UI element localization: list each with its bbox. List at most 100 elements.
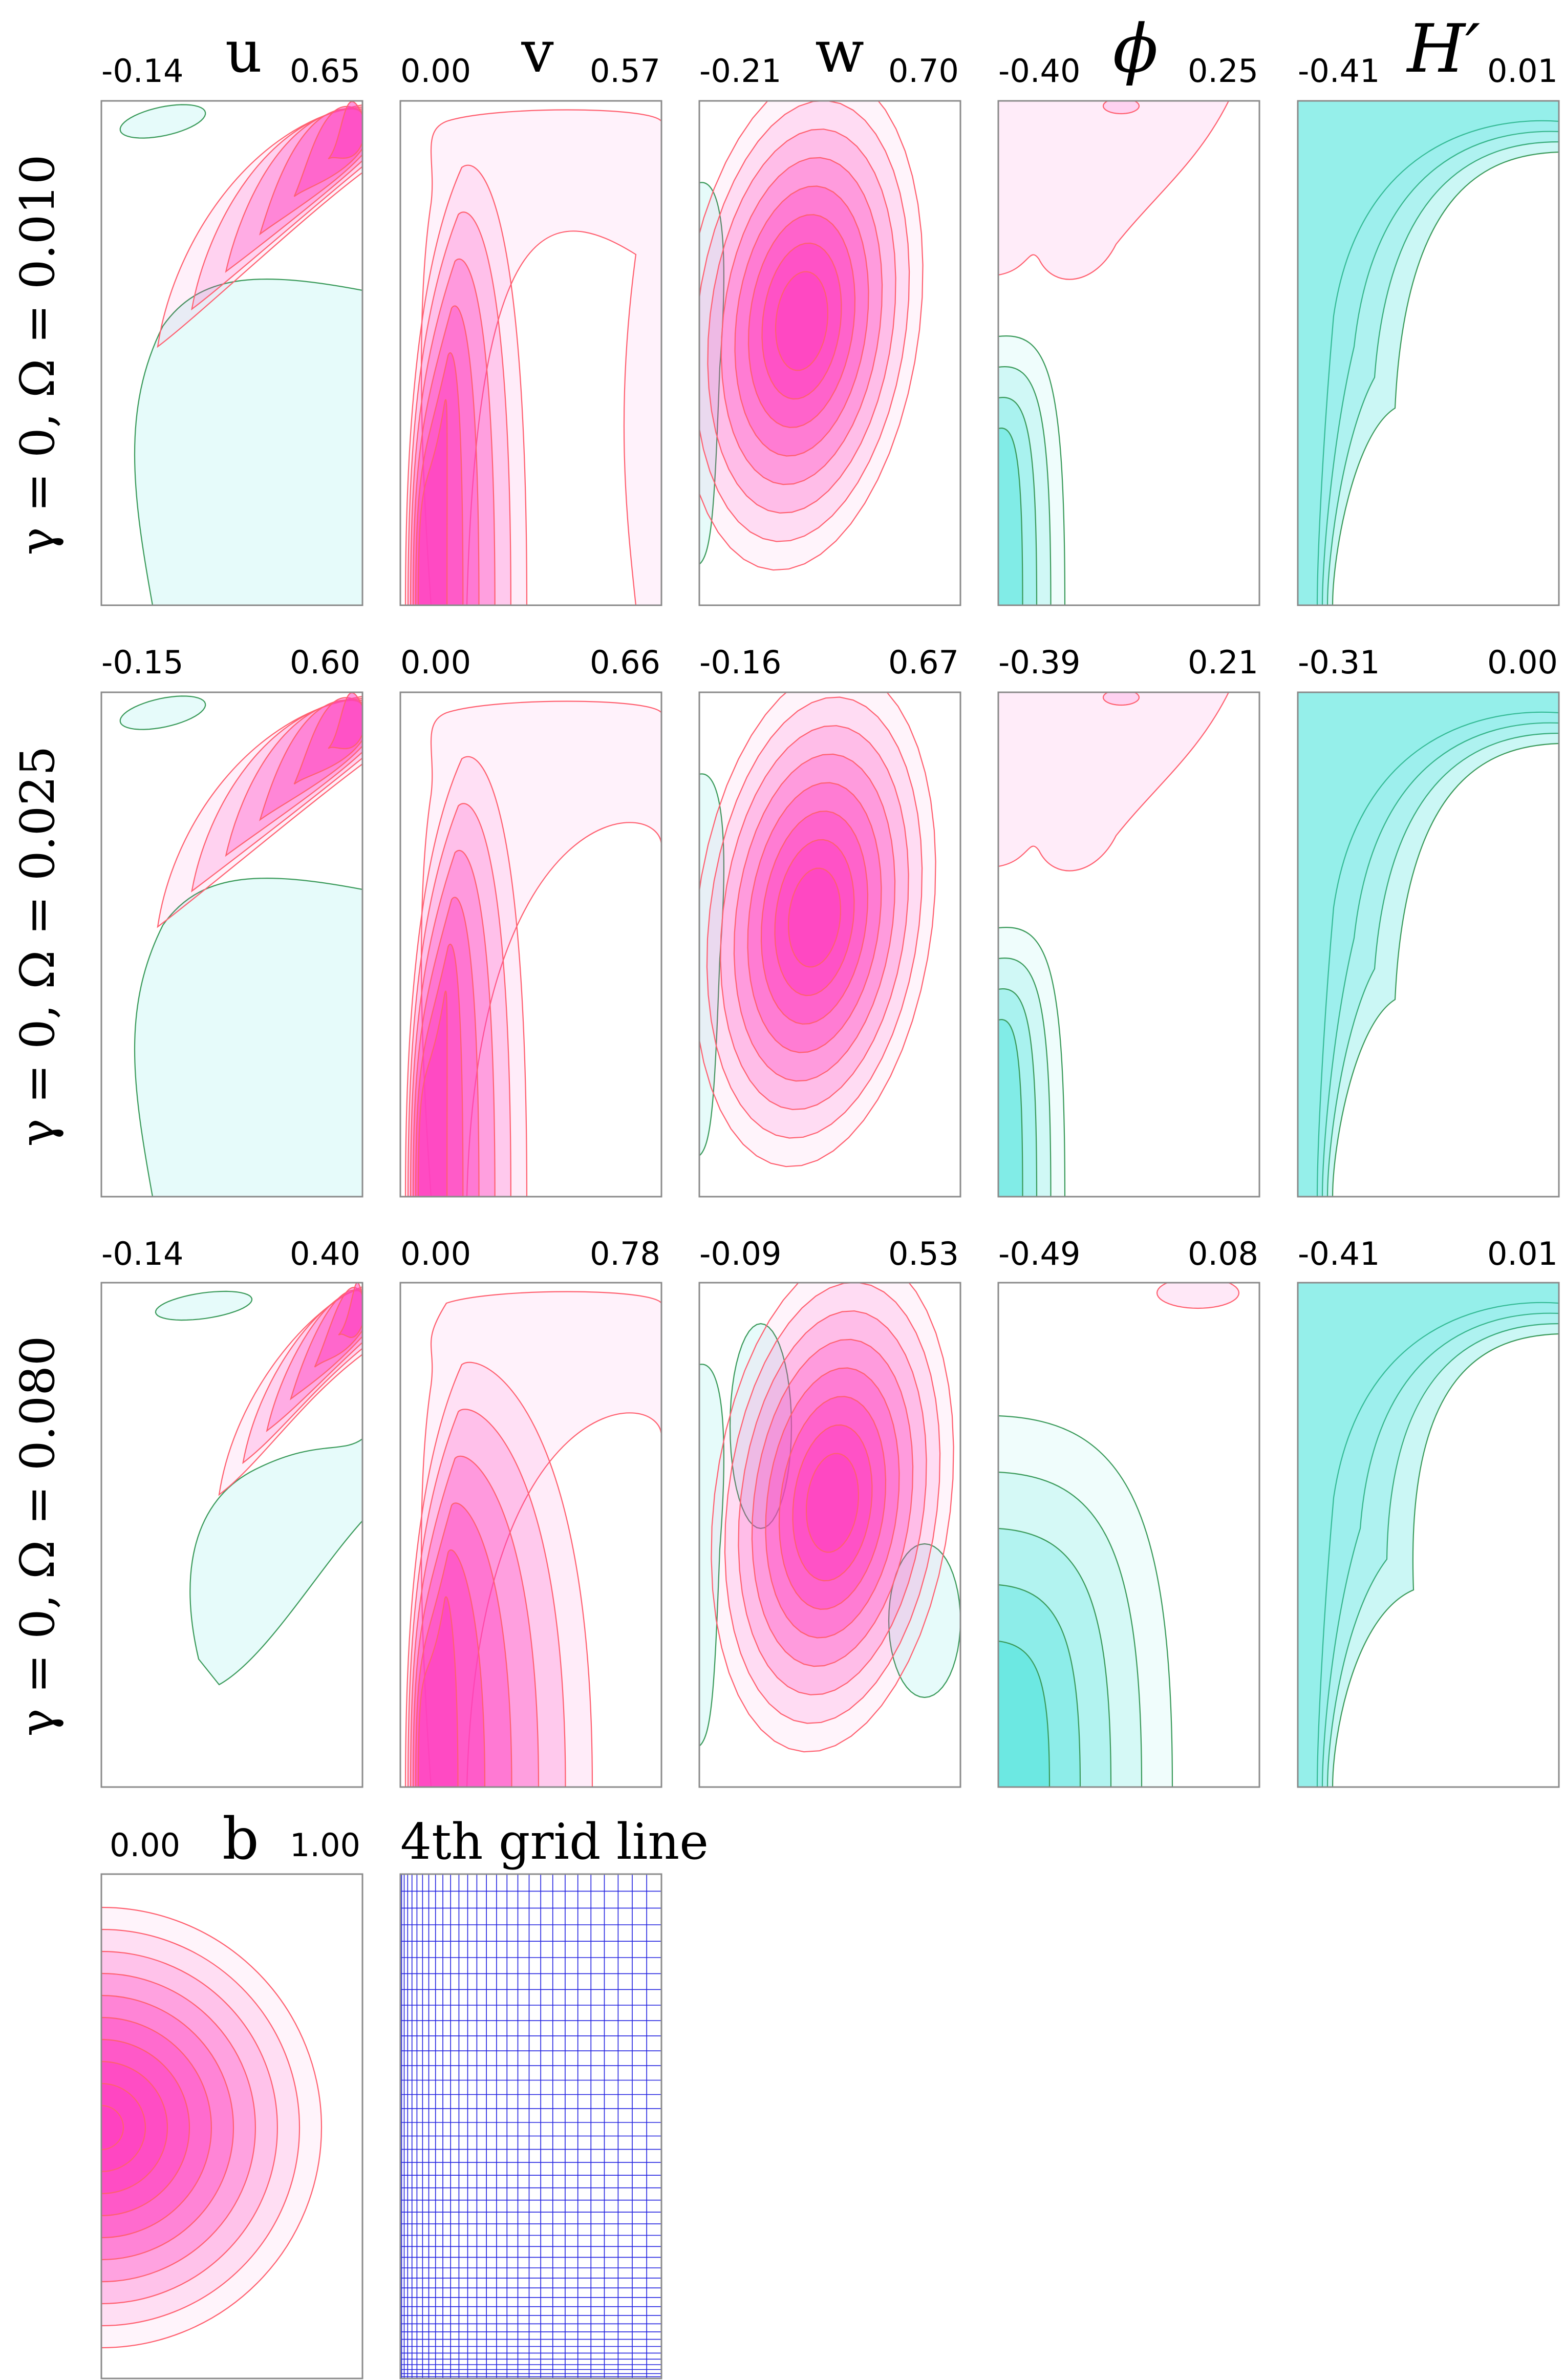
range-max-b: 1.00 — [290, 1826, 360, 1864]
panel-r2-v-field — [404, 700, 661, 1197]
panel-r1-phi-field — [998, 101, 1230, 605]
panel-r1-H-contour-4 — [1298, 101, 1559, 605]
panel-r2-phi-pos-dot — [1102, 692, 1140, 706]
panel-grid — [399, 1873, 662, 2379]
title-u: u — [225, 19, 262, 86]
panel-r3-w-field — [699, 1283, 960, 1753]
range-max-r1-H: 0.01 — [1487, 52, 1558, 90]
panel-r2-H-contour-2 — [1298, 692, 1559, 1197]
range-labels: -0.14 0.65 0.00 0.57 -0.21 0.70 -0.40 0.… — [101, 52, 1558, 1873]
range-max-r3-H: 0.01 — [1487, 1235, 1558, 1272]
panel-b-field — [101, 1906, 323, 2349]
panel-r1-w-frame — [698, 100, 961, 606]
range-max-r2-w: 0.67 — [888, 644, 959, 681]
panel-r3-w-contour-8 — [806, 1453, 859, 1553]
panel-grid-background — [400, 1874, 661, 2378]
panel-r2-u — [100, 691, 363, 1198]
row-labels: γ = 0, Ω = 0.010 γ = 0, Ω = 0.025 γ = 0,… — [10, 155, 65, 1737]
range-min-b: 0.00 — [110, 1826, 180, 1864]
panel-r1-w-background — [699, 101, 960, 605]
panel-r1-u-frame — [100, 100, 363, 606]
panel-r1-phi-contour-2 — [998, 366, 1052, 605]
panel-r2-H-contour-1 — [1298, 692, 1559, 1197]
panel-r3-phi-pos-dot — [1156, 1283, 1240, 1309]
panel-r2-u-background — [101, 692, 362, 1197]
range-max-r3-phi: 0.08 — [1188, 1235, 1258, 1272]
panel-r2-phi-contour-1 — [998, 927, 1066, 1197]
panel-r1-H-frame — [1297, 100, 1560, 606]
column-titles: u v w ϕ H′ — [225, 10, 1481, 88]
panel-r2-u-neg-corner — [119, 695, 206, 730]
panel-r3-v-contour-6 — [417, 1596, 459, 1787]
panel-r3-phi-contour-3 — [998, 1527, 1112, 1787]
panel-r3-phi-contour-2 — [998, 1471, 1143, 1787]
row-label-2: γ = 0, Ω = 0.025 — [10, 746, 65, 1147]
panel-r1-H-field — [1298, 101, 1559, 605]
panel-r2-v-frame — [399, 691, 662, 1198]
title-phi: ϕ — [1113, 10, 1159, 88]
range-max-r3-v: 0.78 — [590, 1235, 660, 1272]
row-label-1: γ = 0, Ω = 0.010 — [10, 155, 65, 556]
panel-r1-phi-contour-3 — [998, 397, 1038, 605]
range-min-r3-phi: -0.49 — [998, 1235, 1080, 1272]
panel-r3-H-contour-2 — [1298, 1283, 1559, 1787]
panel-r3-phi-contour-5 — [998, 1640, 1051, 1787]
panel-grid-lines — [400, 1874, 661, 2378]
panel-b-contour-10 — [101, 2105, 124, 2151]
panel-r2-phi-contour-4 — [998, 1019, 1023, 1197]
range-min-r2-H: -0.31 — [1298, 644, 1380, 681]
panel-r2-phi-pos-top — [998, 692, 1230, 872]
range-max-r1-w: 0.70 — [888, 52, 959, 90]
range-min-r2-u: -0.15 — [101, 644, 183, 681]
panel-r2-H-background — [1298, 692, 1559, 1197]
panel-b-contour-6 — [101, 2016, 212, 2239]
panel-r1-u-field — [119, 101, 362, 605]
panel-r3-v-field — [404, 1291, 661, 1787]
panel-r2-H-contour-4 — [1298, 692, 1559, 1197]
panel-r3-phi-contour-1 — [998, 1415, 1173, 1787]
panel-r1-v-contour-6 — [417, 399, 448, 605]
range-max-r2-u: 0.60 — [290, 644, 360, 681]
panel-r3-H-background — [1298, 1283, 1559, 1787]
panel-r2-phi-contour-3 — [998, 988, 1038, 1197]
panel-r1-v-outer — [420, 109, 661, 605]
range-min-r1-phi: -0.40 — [998, 52, 1080, 90]
panel-r2-w-field — [699, 692, 936, 1167]
range-max-r3-u: 0.40 — [290, 1235, 360, 1272]
title-w: w — [815, 19, 864, 86]
range-min-r2-v: 0.00 — [400, 644, 471, 681]
panel-r2-u-field — [119, 692, 362, 1197]
panel-r3-phi — [997, 1282, 1260, 1788]
panel-r1-H-contour-3 — [1298, 101, 1559, 605]
panel-grid-field — [400, 1874, 661, 2378]
panel-r2-w — [698, 691, 961, 1198]
panel-r3-w-frame — [698, 1282, 961, 1788]
range-min-r2-phi: -0.39 — [998, 644, 1080, 681]
range-max-r1-v: 0.57 — [590, 52, 660, 90]
panel-r1-H-background — [1298, 101, 1559, 605]
panel-r1-v — [399, 100, 662, 606]
panel-b-contour-4 — [101, 1972, 256, 2283]
range-max-r1-u: 0.65 — [290, 52, 360, 90]
panel-b-frame — [100, 1873, 363, 2379]
range-max-r3-w: 0.53 — [888, 1235, 959, 1272]
panel-r1-u-neg-region — [134, 279, 362, 605]
panel-r1-v-frame — [399, 100, 662, 606]
panel-r1-u-contour-6 — [328, 101, 362, 160]
panel-r2-w-contour-8 — [788, 867, 841, 968]
panel-r2-v-contour-6 — [417, 990, 448, 1197]
panel-r3-w-neg-right — [888, 1543, 960, 1698]
panel-r2-w-frame — [698, 691, 961, 1198]
range-min-r1-H: -0.41 — [1298, 52, 1380, 90]
panel-r3-u — [100, 1282, 363, 1788]
range-max-r2-v: 0.66 — [590, 644, 660, 681]
panel-r2-phi — [997, 691, 1260, 1198]
panel-r3-phi-field — [998, 1283, 1240, 1787]
panel-r2-u-contour-6 — [328, 692, 362, 750]
range-max-r1-phi: 0.25 — [1188, 52, 1258, 90]
row-label-3: γ = 0, Ω = 0.080 — [10, 1336, 65, 1737]
panel-b — [100, 1873, 363, 2379]
range-min-r1-w: -0.21 — [699, 52, 781, 90]
panel-r2-u-neg-region — [134, 878, 362, 1197]
panel-r3-phi-background — [998, 1283, 1259, 1787]
